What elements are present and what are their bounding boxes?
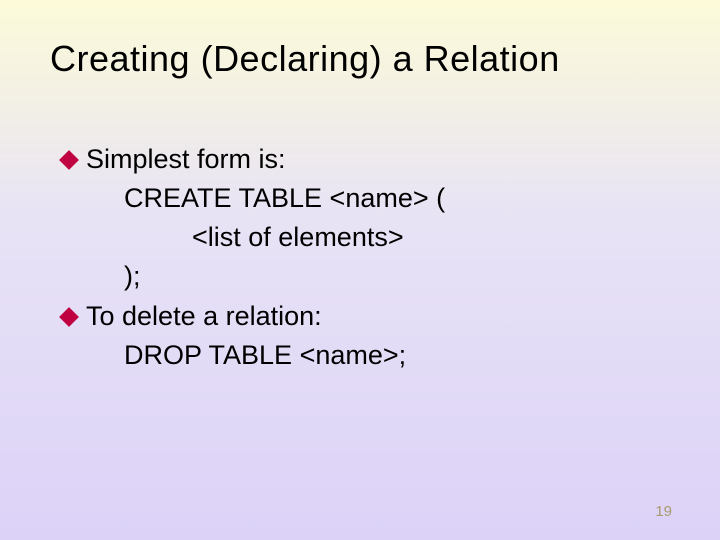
bullet-item-2: To delete a relation: <box>62 297 660 336</box>
diamond-bullet-icon <box>59 150 79 170</box>
slide-body: Simplest form is: CREATE TABLE <name> ( … <box>62 140 660 375</box>
diamond-bullet-icon <box>59 307 79 327</box>
bullet-item-1: Simplest form is: <box>62 140 660 179</box>
page-number: 19 <box>655 503 672 520</box>
code-line-drop: DROP TABLE <name>; <box>62 336 660 375</box>
code-line-close: ); <box>62 257 660 296</box>
bullet-text: Simplest form is: <box>86 140 660 179</box>
slide-container: Creating (Declaring) a Relation Simplest… <box>0 0 720 540</box>
bullet-text: To delete a relation: <box>86 297 660 336</box>
code-line-list: <list of elements> <box>62 218 660 257</box>
code-line-create: CREATE TABLE <name> ( <box>62 179 660 218</box>
slide-title: Creating (Declaring) a Relation <box>50 38 670 80</box>
